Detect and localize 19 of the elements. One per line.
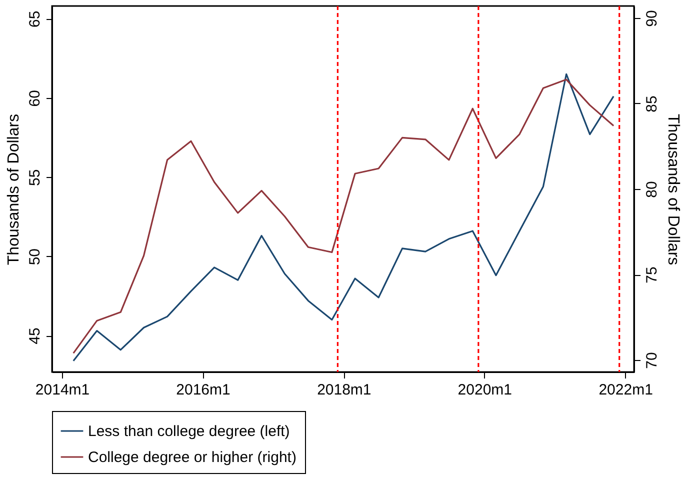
y-tick-label: 60 bbox=[26, 90, 44, 107]
x-tick-label: 2014m1 bbox=[35, 382, 90, 398]
y-tick-label: 50 bbox=[26, 248, 44, 266]
y2-axis-title: Thousands of Dollars bbox=[664, 114, 682, 266]
x-tick-label: 2018m1 bbox=[317, 382, 372, 398]
y-tick-label: 55 bbox=[26, 169, 44, 186]
y2-tick-label: 85 bbox=[644, 96, 660, 112]
y2-tick-label: 70 bbox=[644, 352, 660, 369]
x-tick-label: 2016m1 bbox=[176, 382, 230, 398]
legend-label: Less than college degree (left) bbox=[88, 423, 290, 440]
y-axis-title: Thousands of Dollars bbox=[6, 114, 22, 266]
y-tick-label: 65 bbox=[26, 10, 44, 28]
y2-tick-label: 90 bbox=[644, 10, 660, 27]
y2-tick-label: 75 bbox=[644, 266, 660, 284]
y2-tick-label: 80 bbox=[644, 181, 660, 198]
x-tick-label: 2020m1 bbox=[458, 382, 512, 398]
legend-label: College degree or higher (right) bbox=[88, 449, 296, 466]
x-tick-label: 2022m1 bbox=[598, 382, 653, 398]
y-tick-label: 45 bbox=[26, 328, 44, 344]
